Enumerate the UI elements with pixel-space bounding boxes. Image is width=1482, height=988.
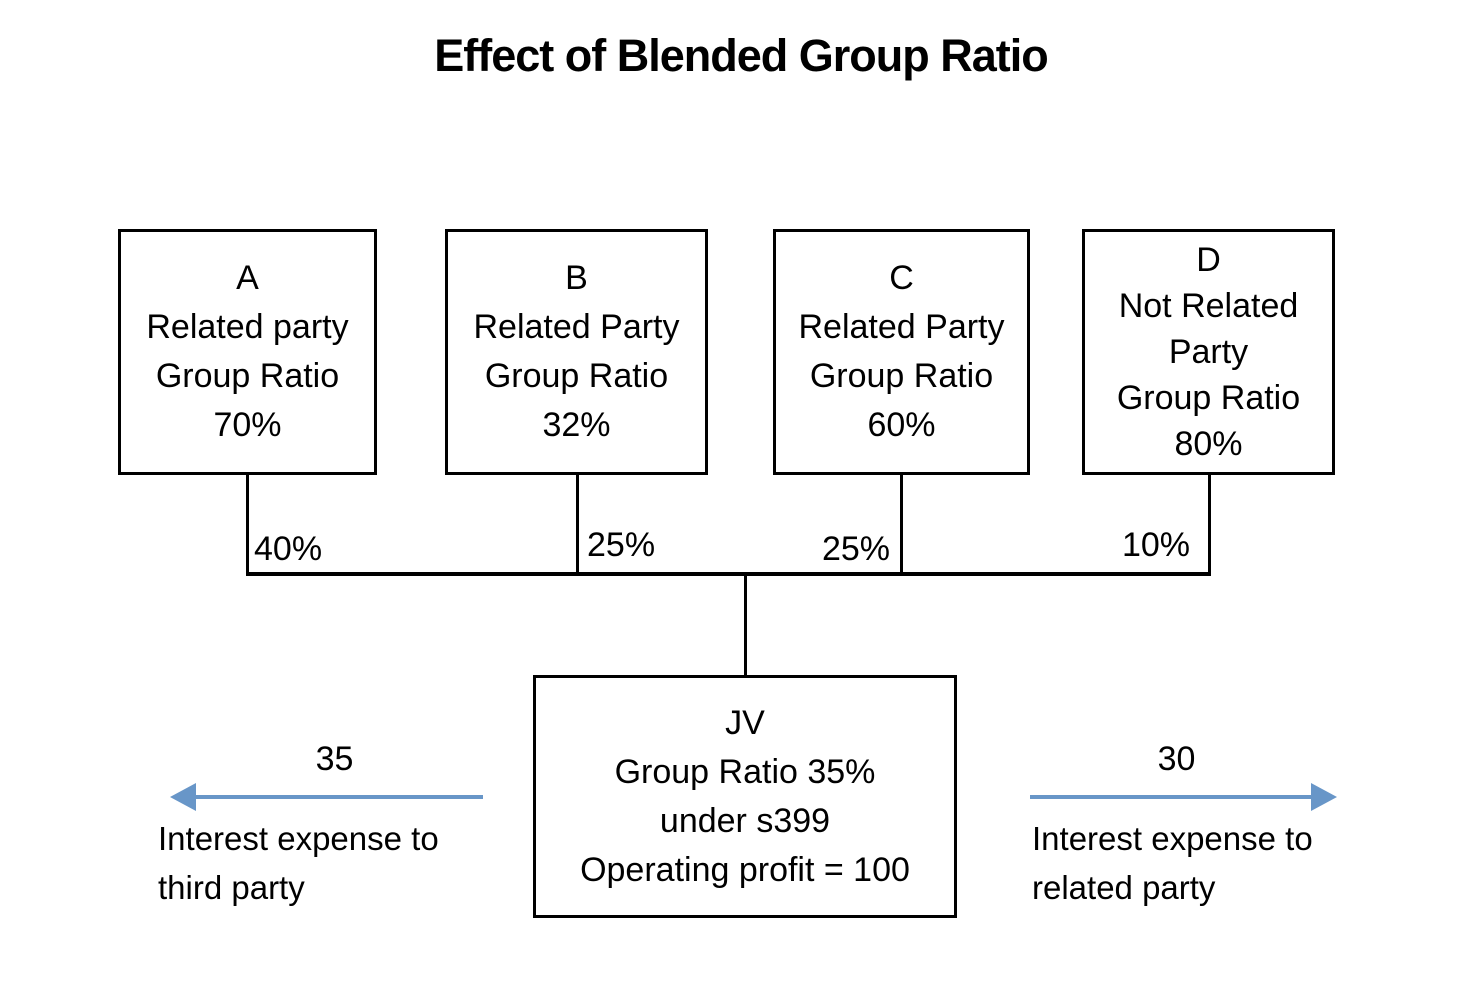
right-flow-caption-line2: related party <box>1032 869 1216 906</box>
entity-d-name: D <box>1196 241 1221 279</box>
entity-d-ratio-value: 80% <box>1174 425 1243 463</box>
connector-c-drop <box>900 475 903 574</box>
entity-d-type: Not Related Party <box>1118 287 1299 371</box>
entity-a-ratio-value: 70% <box>213 406 282 444</box>
entity-b-ratio-value: 32% <box>542 406 611 444</box>
right-flow-caption: Interest expense to related party <box>1032 814 1313 912</box>
right-arrow-shaft <box>1030 795 1313 799</box>
entity-box-a: A Related party Group Ratio 70% <box>118 229 377 475</box>
share-label-d: 10% <box>1121 526 1190 564</box>
entity-box-c: C Related Party Group Ratio 60% <box>773 229 1030 475</box>
entity-b-name: B <box>565 259 588 297</box>
left-arrow-shaft <box>192 795 483 799</box>
entity-c-type: Related Party <box>798 308 1005 346</box>
entity-box-b: B Related Party Group Ratio 32% <box>445 229 708 475</box>
entity-b-ratio-label: Group Ratio <box>484 357 669 395</box>
connector-jv-stub <box>744 574 747 677</box>
left-flow-amount: 35 <box>315 740 354 778</box>
entity-box-d: D Not Related Party Group Ratio 80% <box>1082 229 1335 475</box>
jv-section: under s399 <box>659 801 831 840</box>
entity-d-ratio-label: Group Ratio <box>1116 379 1301 417</box>
entity-b-type: Related Party <box>473 308 680 346</box>
connector-b-drop <box>576 475 579 574</box>
entity-a-name: A <box>236 259 259 297</box>
share-label-c: 25% <box>821 530 890 568</box>
entity-c-name: C <box>889 259 914 297</box>
right-arrowhead-icon <box>1311 783 1337 811</box>
jv-ratio: Group Ratio 35% <box>614 752 876 791</box>
left-flow-caption-line1: Interest expense to <box>158 820 439 857</box>
entity-a-ratio-label: Group Ratio <box>155 357 340 395</box>
jv-operating-profit: Operating profit = 100 <box>580 850 910 889</box>
jv-box: JV Group Ratio 35% under s399 Operating … <box>533 675 957 918</box>
connector-bus <box>246 572 1211 576</box>
jv-name: JV <box>725 703 765 742</box>
left-arrowhead-icon <box>170 783 196 811</box>
share-label-a: 40% <box>254 530 323 568</box>
right-flow-caption-line1: Interest expense to <box>1032 820 1313 857</box>
right-flow-amount: 30 <box>1157 740 1196 778</box>
entity-c-ratio-value: 60% <box>867 406 936 444</box>
entity-c-ratio-label: Group Ratio <box>809 357 994 395</box>
share-label-b: 25% <box>587 526 656 564</box>
connector-d-drop <box>1208 475 1211 574</box>
connector-a-drop <box>246 475 249 574</box>
left-flow-caption: Interest expense to third party <box>158 814 439 912</box>
diagram-title: Effect of Blended Group Ratio <box>434 30 1049 81</box>
entity-a-type: Related party <box>146 308 349 346</box>
left-flow-caption-line2: third party <box>158 869 305 906</box>
